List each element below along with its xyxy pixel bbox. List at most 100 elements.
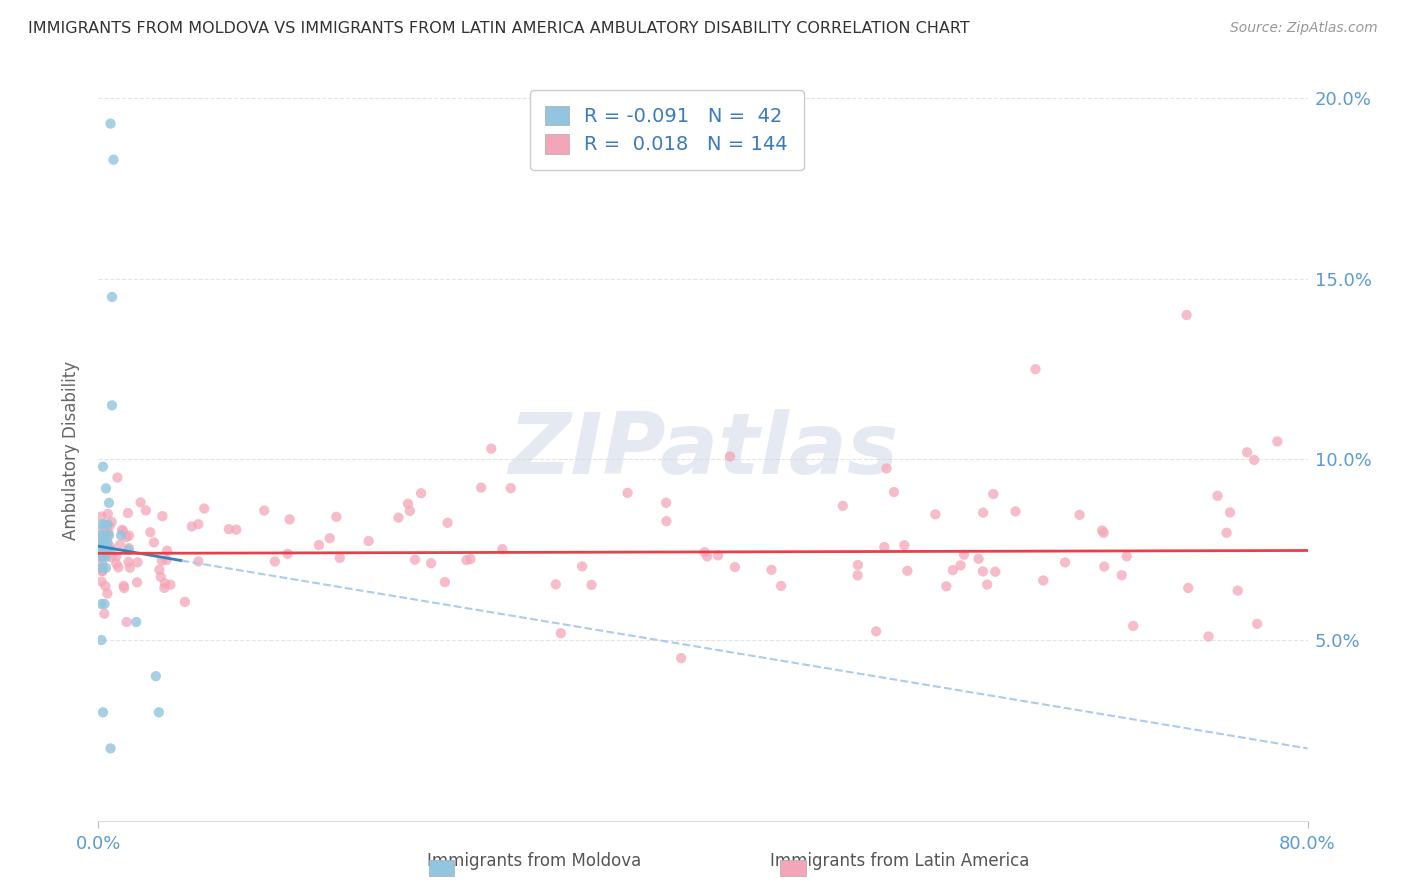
Point: [90, 597, 112, 611]
Point: [145, 669, 167, 683]
Point: [1243, 453, 1265, 467]
Point: [329, 550, 352, 565]
Point: [655, 514, 678, 528]
Point: [97, 507, 120, 521]
Point: [98, 540, 121, 554]
Point: [404, 553, 426, 567]
Point: [1032, 574, 1054, 588]
Point: [357, 534, 380, 549]
Point: [1091, 524, 1114, 538]
Point: [90, 523, 112, 537]
Point: [1267, 434, 1289, 449]
Point: [135, 503, 157, 517]
Text: Immigrants from Latin America: Immigrants from Latin America: [770, 852, 1029, 870]
Point: [90, 542, 112, 557]
Point: [942, 563, 965, 577]
Point: [1092, 525, 1115, 540]
Point: [96, 533, 118, 548]
Point: [159, 578, 181, 592]
Point: [100, 741, 122, 756]
Point: [544, 577, 567, 591]
Point: [876, 461, 898, 475]
Point: [1177, 581, 1199, 595]
Point: [180, 519, 202, 533]
Point: [115, 530, 138, 544]
Point: [308, 538, 330, 552]
Point: [278, 512, 301, 526]
Point: [718, 450, 741, 464]
Point: [1198, 630, 1220, 644]
Point: [420, 556, 443, 570]
Point: [1054, 555, 1077, 569]
Point: [118, 542, 141, 557]
Point: [1122, 619, 1144, 633]
Point: [616, 486, 638, 500]
Point: [90, 549, 112, 564]
Point: [90, 528, 112, 542]
Point: [90, 530, 112, 544]
Point: [96, 517, 118, 532]
Point: [118, 528, 141, 542]
Point: [98, 496, 121, 510]
Point: [94, 482, 117, 496]
Point: [1206, 489, 1229, 503]
Point: [97, 526, 120, 541]
Point: [846, 558, 869, 572]
Point: [846, 568, 869, 582]
Point: [319, 531, 342, 545]
Point: [93, 607, 115, 621]
Point: [152, 509, 174, 524]
Point: [436, 516, 458, 530]
Point: [1219, 505, 1241, 519]
Legend: R = -0.091   N =  42, R =  0.018   N = 144: R = -0.091 N = 42, R = 0.018 N = 144: [530, 90, 804, 170]
Point: [148, 563, 170, 577]
Text: Source: ZipAtlas.com: Source: ZipAtlas.com: [1230, 21, 1378, 35]
Point: [91, 549, 114, 564]
Point: [499, 481, 522, 495]
Point: [94, 528, 117, 542]
Point: [93, 597, 115, 611]
Point: [669, 651, 692, 665]
Point: [935, 579, 957, 593]
Text: IMMIGRANTS FROM MOLDOVA VS IMMIGRANTS FROM LATIN AMERICA AMBULATORY DISABILITY C: IMMIGRANTS FROM MOLDOVA VS IMMIGRANTS FR…: [28, 21, 970, 36]
Point: [1024, 362, 1046, 376]
Point: [100, 515, 122, 529]
Point: [967, 551, 990, 566]
Point: [118, 541, 141, 555]
Point: [96, 542, 118, 557]
Point: [101, 290, 124, 304]
Point: [456, 553, 478, 567]
Point: [218, 522, 240, 536]
Point: [94, 542, 117, 557]
Point: [770, 579, 793, 593]
Point: [96, 535, 118, 549]
Point: [105, 549, 128, 564]
Point: [96, 586, 118, 600]
Point: [148, 706, 170, 720]
Point: [98, 519, 121, 533]
Point: [90, 527, 112, 541]
Point: [1115, 549, 1137, 564]
Point: [112, 579, 135, 593]
Point: [93, 542, 115, 557]
Point: [1004, 504, 1026, 518]
Point: [953, 548, 976, 562]
Point: [1092, 559, 1115, 574]
Point: [91, 561, 114, 575]
Point: [91, 459, 114, 474]
Point: [90, 535, 112, 549]
Point: [491, 542, 513, 557]
Point: [896, 564, 918, 578]
Point: [865, 624, 887, 639]
Point: [460, 552, 482, 566]
Point: [111, 523, 134, 537]
Point: [125, 575, 148, 590]
Point: [470, 481, 492, 495]
Point: [883, 485, 905, 500]
Point: [129, 495, 152, 509]
Point: [399, 504, 422, 518]
Point: [571, 559, 593, 574]
Point: [103, 153, 125, 167]
Point: [105, 557, 128, 571]
Text: ZIPatlas: ZIPatlas: [508, 409, 898, 492]
